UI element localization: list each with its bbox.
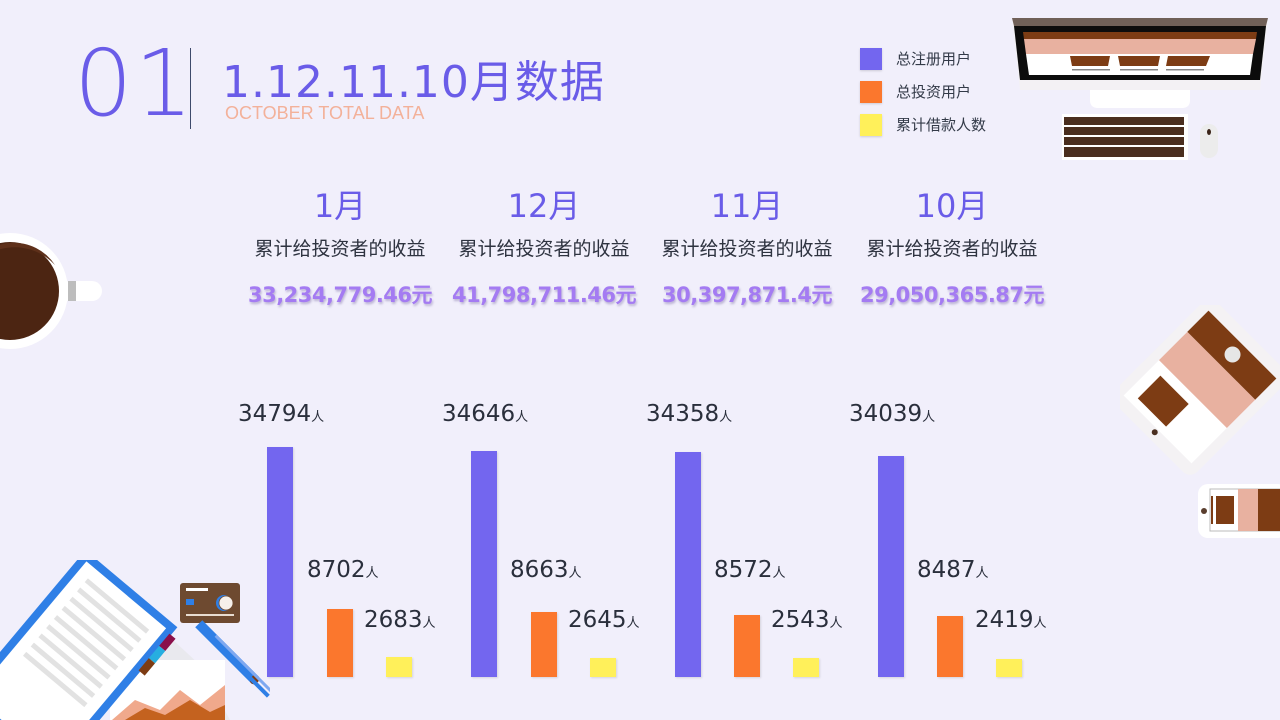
legend-label: 累计借款人数	[896, 116, 987, 134]
header-divider	[190, 48, 191, 129]
page-title: 1.12.11.10月数据	[222, 57, 605, 108]
month-label: 1月	[313, 187, 367, 225]
bar-label-investors: 8487人	[917, 557, 989, 583]
bar-label-investors: 8663人	[510, 557, 582, 583]
bar-label-investors: 8702人	[307, 557, 379, 583]
month-desc: 累计给投资者的收益	[866, 238, 1038, 260]
tablet-icon	[1120, 305, 1280, 475]
legend-item-investors: 总投资用户	[860, 75, 986, 108]
bar-label-registered: 34039人	[849, 401, 936, 427]
month-summary-dec: 12月 累计给投资者的收益 41,798,711.46元	[444, 184, 644, 309]
month-desc: 累计给投资者的收益	[661, 238, 833, 260]
chart-legend: 总注册用户 总投资用户 累计借款人数	[860, 42, 986, 141]
month-desc: 累计给投资者的收益	[254, 238, 426, 260]
desktop-computer-icon	[1012, 18, 1268, 160]
month-label: 10月	[915, 187, 989, 225]
month-summary-oct: 10月 累计给投资者的收益 29,050,365.87元	[852, 184, 1052, 309]
bar-label-registered: 34646人	[442, 401, 529, 427]
bar-investors-dec	[531, 612, 557, 677]
phone-icon	[1198, 484, 1280, 538]
pen-icon	[195, 620, 270, 698]
bar-label-borrowers: 2419人	[975, 607, 1047, 633]
legend-swatch-orange	[860, 80, 882, 103]
page-subtitle: OCTOBER TOTAL DATA	[225, 103, 425, 123]
credit-card-icon	[180, 583, 240, 623]
month-amount: 41,798,711.46元	[451, 283, 637, 307]
bar-borrowers-dec	[590, 658, 616, 677]
legend-item-registered: 总注册用户	[860, 42, 986, 75]
month-summary-jan: 1月 累计给投资者的收益 33,234,779.46元	[240, 184, 440, 309]
section-number: 01	[74, 30, 196, 137]
bar-label-borrowers: 2645人	[568, 607, 640, 633]
bar-borrowers-oct	[996, 659, 1022, 677]
legend-label: 总投资用户	[896, 83, 972, 101]
coffee-cup-icon	[0, 233, 102, 349]
month-amount: 33,234,779.46元	[247, 283, 433, 307]
bar-label-borrowers: 2543人	[771, 607, 843, 633]
bar-investors-oct	[937, 616, 963, 677]
bar-registered-nov	[675, 452, 701, 677]
month-summary-nov: 11月 累计给投资者的收益 30,397,871.4元	[647, 184, 847, 309]
month-amount: 29,050,365.87元	[859, 283, 1045, 307]
bar-registered-dec	[471, 451, 497, 677]
bar-label-registered: 34358人	[646, 401, 733, 427]
month-label: 11月	[710, 187, 784, 225]
bar-registered-jan	[267, 447, 293, 677]
month-desc: 累计给投资者的收益	[458, 238, 630, 260]
bar-label-registered: 34794人	[238, 401, 325, 427]
legend-swatch-purple	[860, 47, 882, 70]
legend-swatch-yellow	[860, 113, 882, 136]
month-label: 12月	[507, 187, 581, 225]
bar-investors-jan	[327, 609, 353, 677]
bar-investors-nov	[734, 615, 760, 677]
bar-borrowers-nov	[793, 658, 819, 677]
month-amount: 30,397,871.4元	[662, 283, 832, 307]
notebook-icon	[0, 560, 230, 720]
legend-label: 总注册用户	[896, 50, 972, 68]
bar-label-borrowers: 2683人	[364, 607, 436, 633]
legend-item-borrowers: 累计借款人数	[860, 108, 986, 141]
bar-registered-oct	[878, 456, 904, 677]
bar-label-investors: 8572人	[714, 557, 786, 583]
bar-borrowers-jan	[386, 657, 412, 677]
